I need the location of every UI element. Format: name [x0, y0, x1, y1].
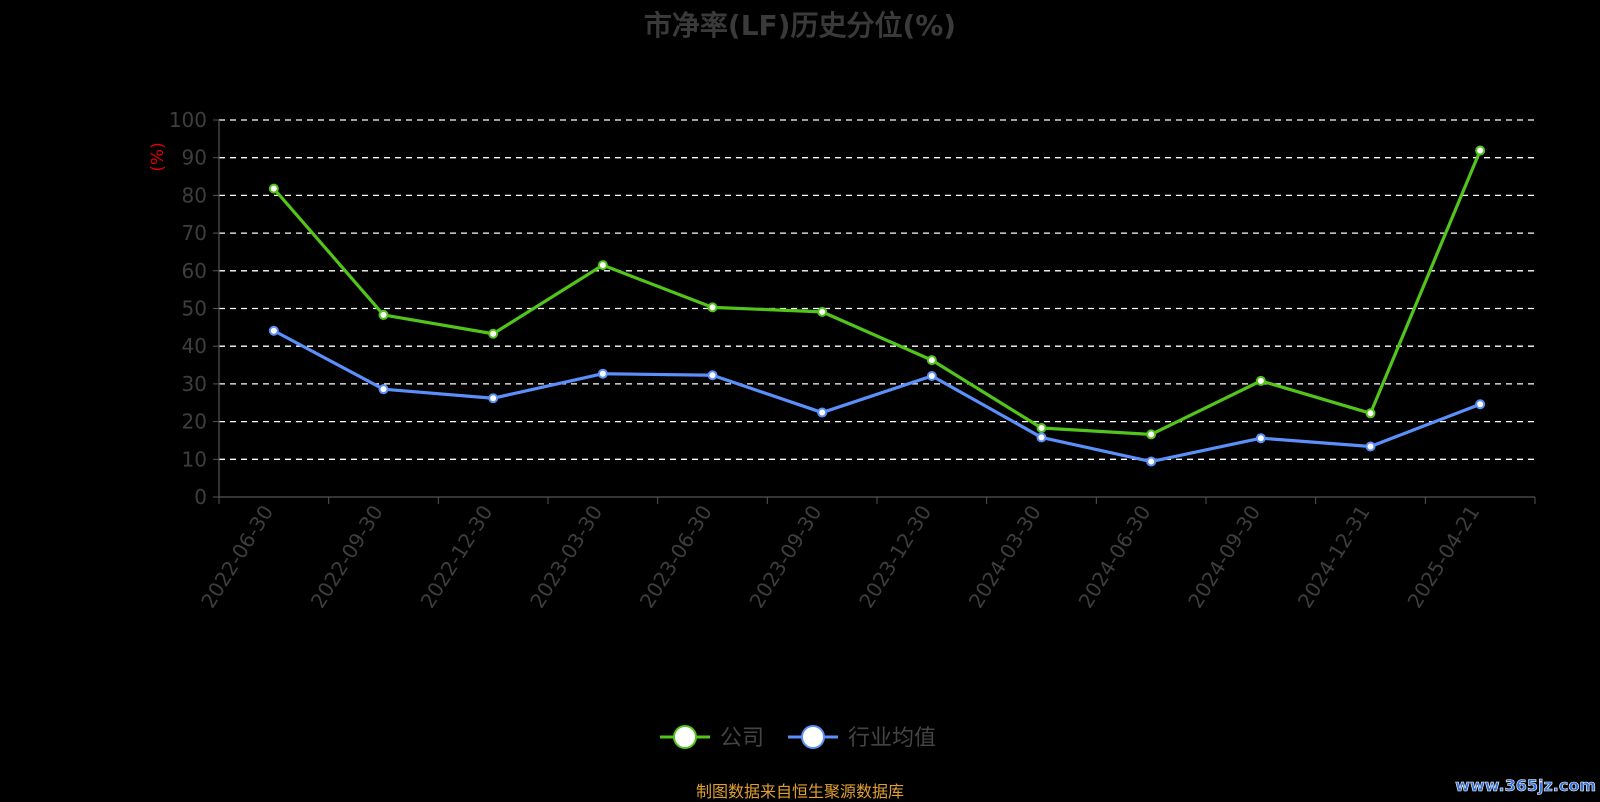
y-tick-label: 0: [194, 485, 207, 509]
data-point[interactable]: [1036, 432, 1047, 443]
x-tick-label: 2025-04-21: [1402, 501, 1484, 612]
series-group: [268, 325, 1486, 467]
x-tick-label: 2023-03-30: [525, 501, 607, 612]
chart-title: 市净率(LF)历史分位(%): [643, 9, 957, 42]
y-tick-label: 30: [182, 372, 207, 396]
y-axis-title: (%): [148, 142, 168, 171]
y-tick-label: 40: [182, 334, 207, 358]
series-lines: [268, 145, 1486, 467]
legend-item[interactable]: 行业均值: [788, 725, 936, 751]
series-line: [272, 149, 1482, 437]
y-tick-labels: 0 10 20 30 40 50 60 70 80 90 100: [169, 108, 219, 509]
watermark: www.365jz.com: [1455, 776, 1596, 796]
data-point[interactable]: [488, 393, 499, 404]
data-point[interactable]: [926, 370, 937, 381]
data-point[interactable]: [1146, 429, 1157, 440]
data-point[interactable]: [597, 260, 608, 271]
y-tick-label: 10: [182, 447, 207, 471]
data-point[interactable]: [1036, 423, 1047, 434]
data-point[interactable]: [1365, 408, 1376, 419]
legend-label: 行业均值: [848, 726, 936, 751]
data-point[interactable]: [268, 325, 279, 336]
legend-marker: [673, 725, 697, 749]
axes: [218, 120, 1535, 498]
x-tick-label: 2022-09-30: [306, 501, 388, 612]
x-tick-label: 2024-06-30: [1073, 501, 1155, 612]
data-point[interactable]: [378, 384, 389, 395]
x-tick-label: 2022-12-30: [415, 501, 497, 612]
series-line: [273, 329, 1481, 464]
data-point[interactable]: [1365, 441, 1376, 452]
source-note: 制图数据来自恒生聚源数据库: [695, 782, 904, 801]
y-tick-label: 20: [182, 410, 207, 434]
data-point[interactable]: [707, 302, 718, 313]
data-point[interactable]: [1255, 433, 1266, 444]
data-point[interactable]: [817, 407, 828, 418]
legend-label: 公司: [720, 726, 764, 751]
data-point[interactable]: [1146, 456, 1157, 467]
data-point[interactable]: [268, 183, 279, 194]
data-point[interactable]: [1475, 145, 1486, 156]
x-tick-label: 2024-03-30: [964, 501, 1046, 612]
data-point[interactable]: [597, 368, 608, 379]
x-tick-label: 2023-09-30: [744, 501, 826, 612]
y-tick-label: 80: [182, 183, 207, 207]
x-tick-label: 2022-06-30: [196, 501, 278, 612]
y-tick-label: 100: [169, 108, 207, 132]
legend[interactable]: 公司 行业均值: [660, 725, 936, 751]
data-point[interactable]: [378, 309, 389, 320]
y-tick-label: 70: [182, 221, 207, 245]
x-tick-label: 2024-09-30: [1183, 501, 1265, 612]
data-point[interactable]: [1475, 399, 1486, 410]
data-point[interactable]: [926, 355, 937, 366]
y-tick-label: 90: [182, 146, 207, 170]
legend-marker: [801, 725, 825, 749]
x-tick-labels: 2022-06-30 2022-09-30 2022-12-30 2023-03-30…: [196, 497, 1536, 612]
data-point[interactable]: [707, 370, 718, 381]
series-group: [268, 145, 1486, 440]
x-tick-label: 2024-12-31: [1293, 501, 1375, 612]
x-tick-label: 2023-06-30: [635, 501, 717, 612]
data-point[interactable]: [817, 306, 828, 317]
data-point[interactable]: [488, 328, 499, 339]
data-point[interactable]: [1255, 375, 1266, 386]
y-tick-label: 60: [182, 259, 207, 283]
legend-item[interactable]: 公司: [660, 725, 764, 751]
y-tick-label: 50: [182, 297, 207, 321]
x-tick-label: 2023-12-30: [854, 501, 936, 612]
grid-lines: [219, 119, 1535, 460]
